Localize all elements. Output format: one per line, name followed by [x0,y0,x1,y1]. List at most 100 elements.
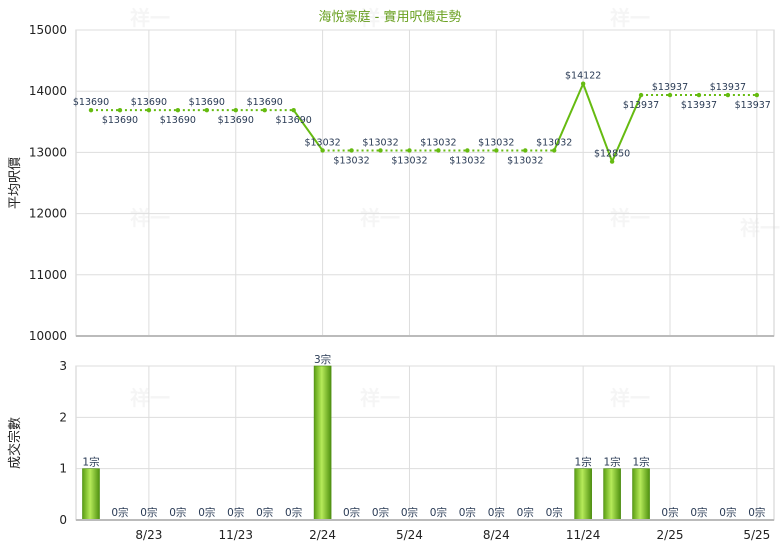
line-data-label: $13690 [247,97,283,108]
bar-data-label: 0宗 [343,506,360,519]
line-y-tick-label: 10000 [29,329,67,343]
bar-data-label: 0宗 [748,506,765,519]
bar [313,365,332,521]
line-data-label: $12850 [594,149,630,160]
line-data-label: $13937 [735,100,771,111]
line-data-label: $14122 [565,71,601,82]
line-plot-frame [75,29,775,337]
bar-data-label: 1宗 [632,456,649,469]
line-point [667,92,673,98]
bar-series [82,365,650,521]
x-tick-label: 5/25 [743,528,770,542]
bar-data-label: 1宗 [82,456,99,469]
bar-data-label: 0宗 [459,506,476,519]
line-y-tick-label: 12000 [29,207,67,221]
watermark-0: 祥一 [130,6,170,30]
line-point [204,107,209,113]
line-point [320,148,325,153]
line-data-label: $13690 [131,97,167,108]
bar-data-label: 0宗 [401,506,418,519]
line-data-label: $13032 [304,137,340,148]
line-data-label: $13690 [189,97,225,108]
bar-data-label: 0宗 [546,506,563,519]
bar-y-axis-label: 成交宗數 [7,417,23,469]
bar-y-tick-label: 2 [59,410,67,424]
line-data-label: $13937 [652,82,688,93]
line-point [465,148,470,153]
line-point [407,148,412,153]
bar-data-label: 0宗 [690,506,707,519]
line-segment [582,83,614,162]
line-point [494,148,499,153]
bar-plot-frame [75,365,775,521]
watermark-5: 祥一 [610,206,650,230]
line-data-label: $13032 [362,137,398,148]
line-data-label: $13937 [623,100,659,111]
line-data-label: $13032 [449,155,485,166]
x-tick-label: 2/24 [309,528,336,542]
bar [632,468,650,521]
line-y-tick-label: 11000 [29,268,67,282]
axes: 15000 14000 13000 12000 11000 10000 3 2 1 0 8/23 11… [29,23,774,542]
grid-lines [75,29,775,521]
bar [603,468,621,521]
bar-data-label: 0宗 [488,506,505,519]
watermark-4: 祥一 [360,206,400,230]
line-data-label: $13937 [681,100,717,111]
line-series [88,81,760,164]
watermark-6: 祥一 [130,386,170,410]
watermark-layer: 祥一祥一祥一祥一祥一祥一祥一祥一祥一祥一 [130,6,780,410]
line-point [349,148,354,153]
x-tick-label: 8/24 [483,528,510,542]
line-data-label: $13032 [420,137,456,148]
bar-data-label: 0宗 [111,506,128,519]
line-point [175,107,181,113]
line-data-label: $13032 [333,155,369,166]
bar [82,468,100,521]
line-point [378,148,383,153]
line-y-axis-label: 平均呎價 [8,157,23,209]
watermark-7: 祥一 [360,386,400,410]
line-data-label: $13690 [73,97,109,108]
watermark-8: 祥一 [610,386,650,410]
x-tick-label: 5/24 [396,528,423,542]
bar-y-tick-label: 0 [59,513,67,527]
bar-data-label: 1宗 [575,456,592,469]
line-point [609,159,615,164]
line-data-label: $13690 [276,115,312,126]
line-y-tick-label: 13000 [29,145,67,159]
line-data-label: $13032 [536,137,572,148]
line-point [117,107,123,113]
line-point [552,148,557,153]
bar-data-label: 0宗 [256,506,273,519]
watermark-2: 祥一 [610,6,650,30]
line-point [638,92,644,98]
x-tick-label: 8/23 [135,528,162,542]
chart-title: 海悅豪庭 - 實用呎價走勢 [319,9,462,25]
line-data-label: $13690 [102,115,138,126]
line-point [88,107,94,113]
bar-data-label: 0宗 [227,506,244,519]
line-point [523,148,528,153]
line-y-tick-label: 14000 [29,84,67,98]
bar-data-label: 3宗 [314,353,331,366]
data-labels: $13690 $13690 $13690 $13690 $13690 $13690 $136… [73,71,771,519]
line-segment [553,83,585,151]
line-point [233,107,238,113]
line-point [262,107,267,113]
x-tick-label: 2/25 [657,528,684,542]
line-y-tick-label: 15000 [29,23,67,37]
line-point [696,92,702,98]
bar-data-label: 0宗 [661,506,678,519]
line-segment [292,109,324,152]
bar-data-label: 0宗 [719,506,736,519]
line-data-label: $13032 [478,137,514,148]
line-point [146,107,152,113]
line-data-label: $13937 [710,82,746,93]
bar-data-label: 0宗 [198,506,215,519]
watermark-3: 祥一 [130,206,170,230]
bar [574,468,592,521]
bar-data-label: 1宗 [604,456,621,469]
line-point [436,148,441,153]
